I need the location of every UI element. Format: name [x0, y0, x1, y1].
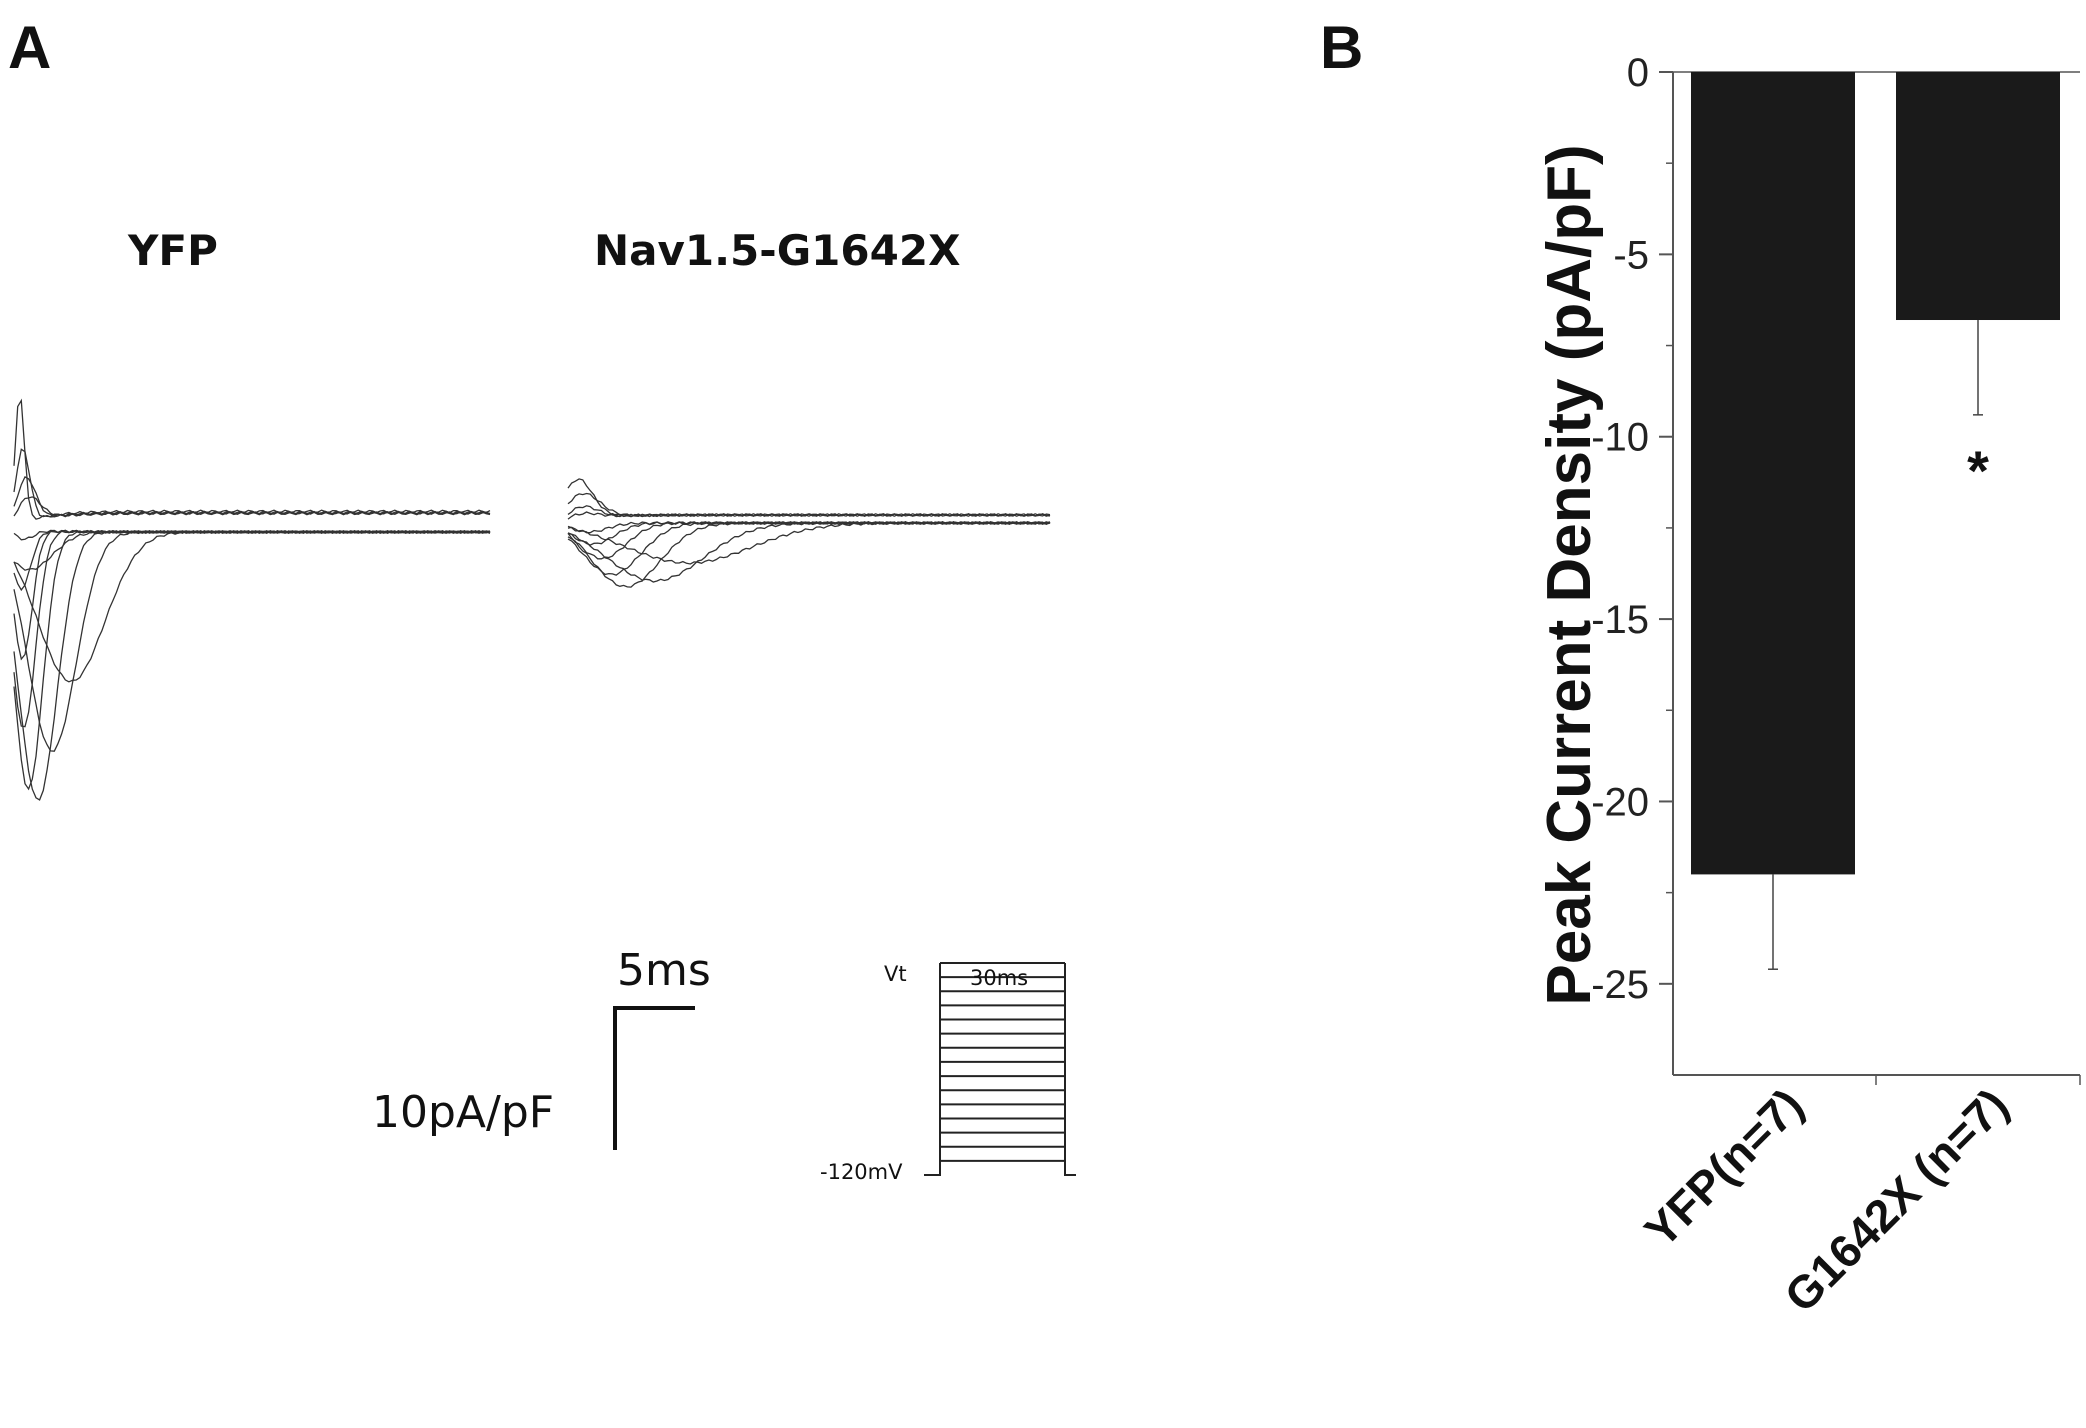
bar-chart: Peak Current Density (pA/pF) 0 -5 -10 -15 -2… [1535, 51, 2081, 1322]
scale-bar-lines [613, 1006, 695, 1150]
y-tick-label: -10 [1591, 416, 1649, 460]
g1642x-current-trace [567, 478, 1051, 518]
protocol-outline [924, 963, 1076, 1176]
y-tick-label: 0 [1627, 51, 1649, 95]
y-axis-label: Peak Current Density (pA/pF) [1535, 144, 1604, 1005]
bar [1896, 72, 2060, 321]
yfp-current-trace [13, 529, 491, 791]
annotations: * [1967, 439, 1989, 502]
g1642x-current-trace [567, 511, 1051, 520]
bar [1691, 72, 1855, 875]
yfp-current-trace [13, 529, 491, 661]
yfp-current-trace [13, 496, 491, 518]
scale-bar-current-label: 10pA/pF [372, 1087, 554, 1138]
yfp-current-trace [13, 398, 491, 520]
category-labels: YFP(n=7)G1642X (n=7) [1634, 1078, 2018, 1322]
g1642x-current-trace [567, 521, 1051, 565]
yfp-current-trace [13, 530, 491, 752]
y-axis: 0 -5 -10 -15 -20 -25 [1591, 51, 1674, 1075]
x-category-label: YFP(n=7) [1634, 1078, 1813, 1257]
g1642x-current-traces [567, 478, 1051, 588]
error-bars [1768, 320, 1983, 970]
yfp-current-trace [13, 529, 491, 592]
bars [1691, 72, 2060, 875]
y-tick-label: -15 [1591, 598, 1649, 642]
yfp-current-trace [13, 530, 491, 801]
protocol-top-label: Vt [884, 962, 907, 986]
g1642x-trace-title: Nav1.5-G1642X [594, 226, 960, 275]
g1642x-current-trace [567, 521, 1051, 546]
protocol-holding-label: -120mV [820, 1160, 903, 1184]
protocol-duration-label: 30ms [970, 966, 1028, 990]
y-tick-label: -20 [1591, 780, 1649, 824]
g1642x-current-trace [567, 521, 1051, 583]
voltage-protocol: 30ms Vt -120mV [820, 962, 1076, 1184]
significance-marker: * [1967, 439, 1989, 502]
yfp-current-trace [13, 448, 491, 518]
yfp-current-trace [13, 530, 491, 683]
yfp-current-trace [13, 529, 491, 728]
panel-b-letter: B [1320, 14, 1363, 81]
y-tick-label: -25 [1591, 963, 1649, 1007]
scale-bar: 5ms 10pA/pF [372, 945, 711, 1150]
panel-a-letter: A [8, 14, 51, 81]
protocol-steps [924, 962, 1076, 1176]
y-tick-label: -5 [1613, 233, 1649, 277]
g1642x-current-trace [567, 492, 1051, 518]
yfp-current-trace [13, 530, 491, 571]
yfp-trace-title: YFP [127, 226, 218, 275]
scale-bar-time-label: 5ms [617, 945, 711, 996]
yfp-current-traces [13, 398, 491, 801]
